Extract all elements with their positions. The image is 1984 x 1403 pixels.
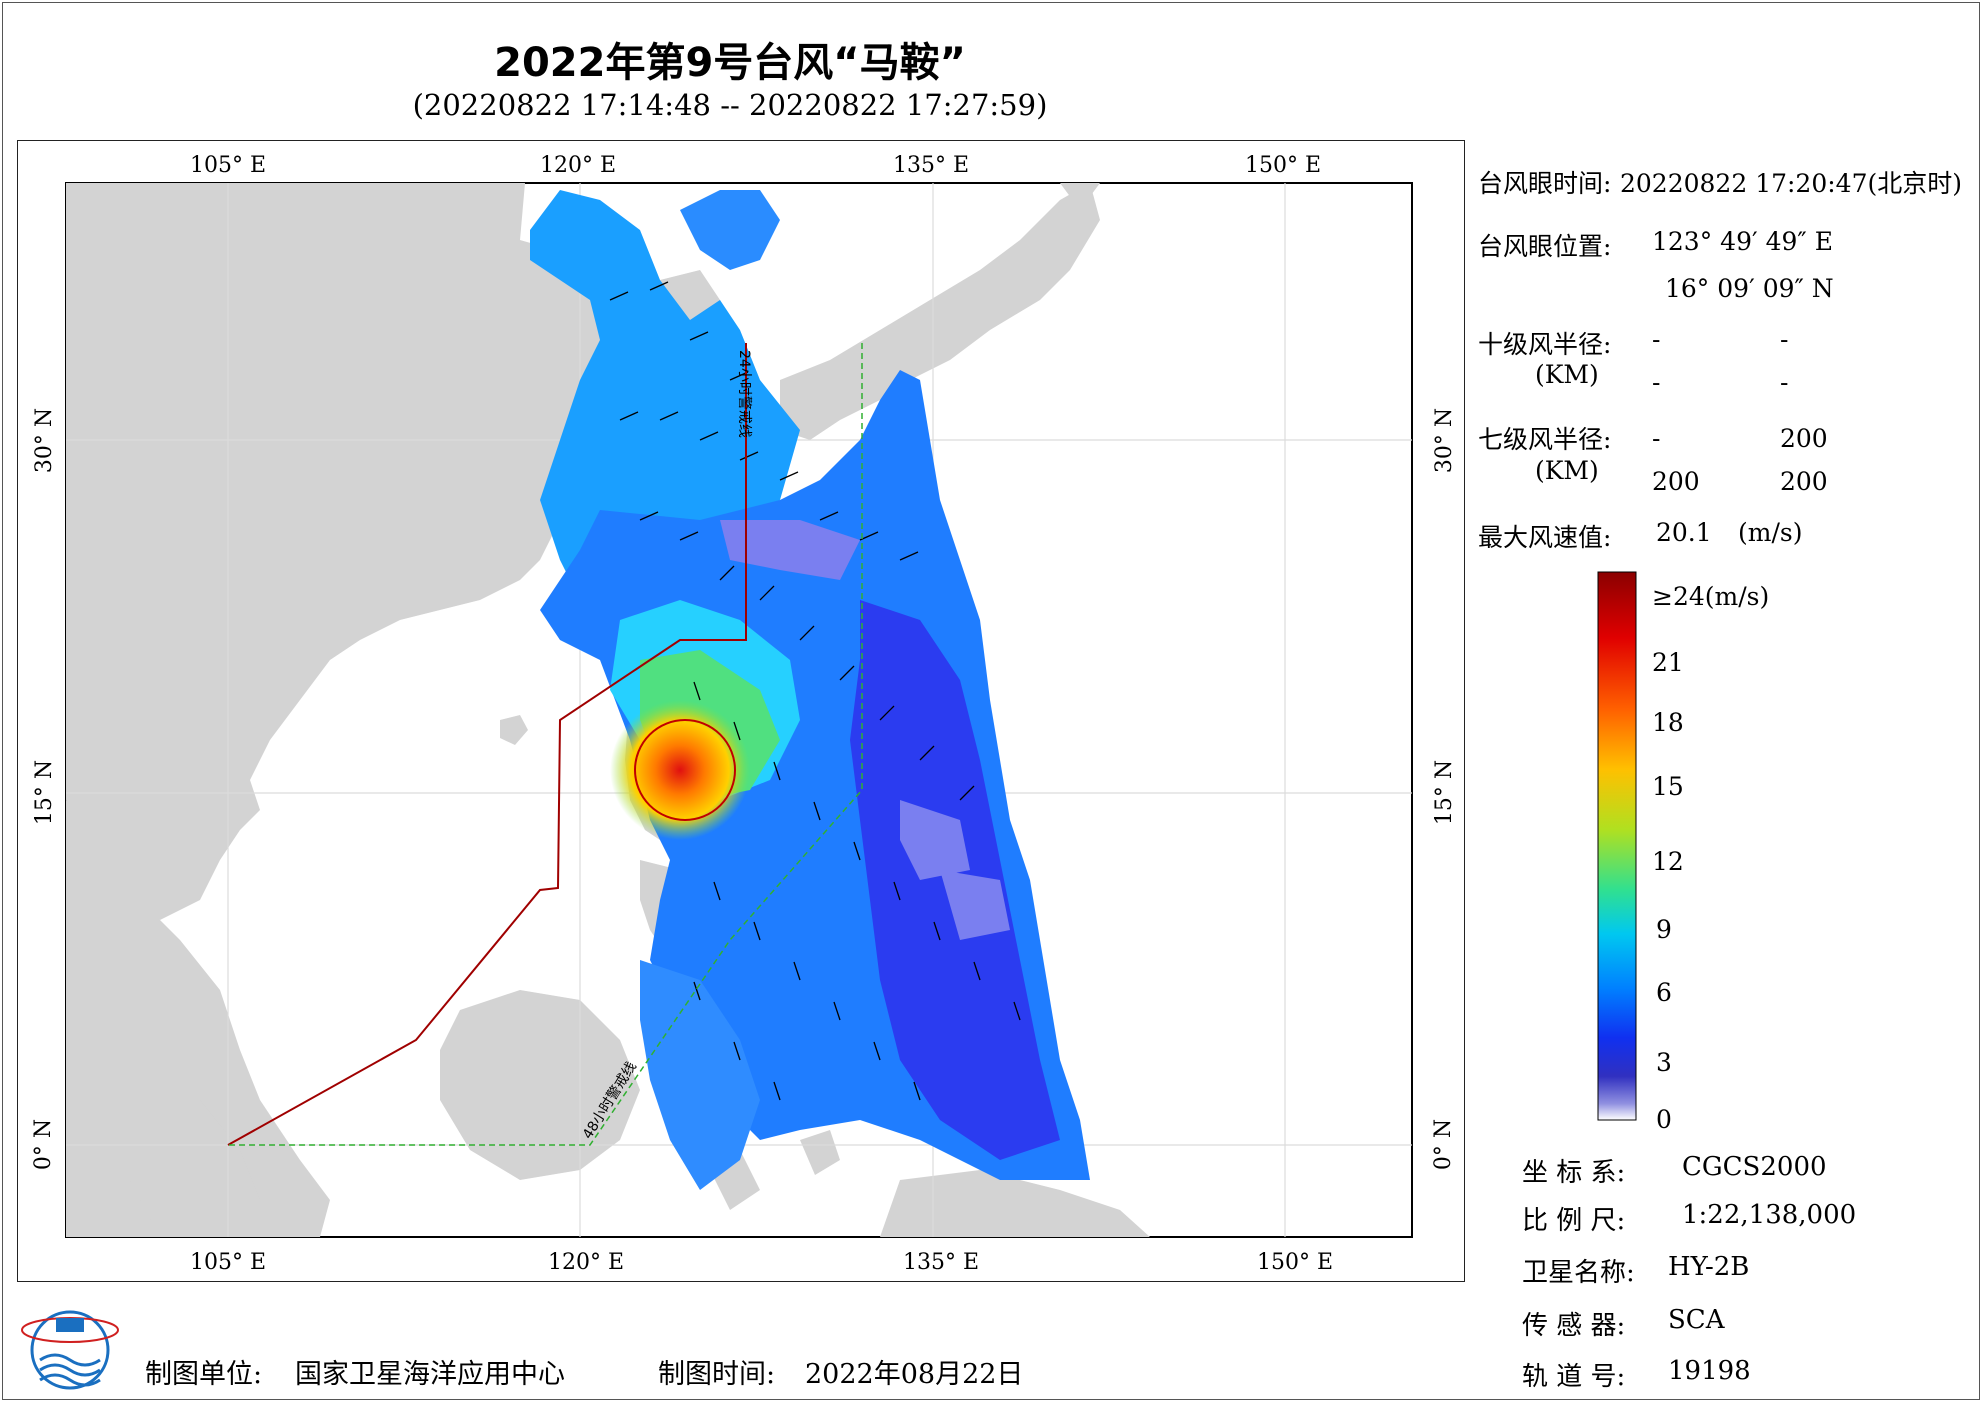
- land-halmahera: [800, 1130, 840, 1175]
- typhoon-core-wind: [610, 700, 750, 840]
- swath-lavender-patches: [720, 520, 1010, 940]
- nsoas-logo: [21, 1310, 119, 1390]
- lat-tick-right-30: 30° N: [1432, 407, 1458, 474]
- lon-tick-top-135: 135° E: [893, 153, 970, 178]
- lon-tick-top-120: 120° E: [540, 153, 617, 178]
- coord-system-value: CGCS2000: [1682, 1152, 1827, 1182]
- warning-label-24h: 24小时警戒线: [736, 350, 752, 438]
- lat-tick-left-15: 15° N: [32, 759, 58, 826]
- swath-south-strip: [640, 960, 760, 1190]
- date-value: 2022年08月22日: [805, 1359, 1024, 1390]
- warning-line-48h: [228, 343, 863, 1146]
- satellite-label: 卫星名称:: [1522, 1258, 1635, 1288]
- lon-tick-bottom-135: 135° E: [903, 1250, 980, 1275]
- land-sumatra: [110, 1050, 260, 1237]
- colorbar-label-3: 3: [1656, 1048, 1672, 1077]
- land-hainan: [500, 715, 528, 745]
- colorbar-label-6: 6: [1656, 978, 1672, 1007]
- max-wind-label: 最大风速值:: [1478, 523, 1612, 552]
- scale-label: 比 例 尺:: [1522, 1206, 1626, 1236]
- lat-tick-right-15: 15° N: [1432, 759, 1458, 826]
- colorbar-label-15: 15: [1652, 772, 1684, 801]
- eye-latitude: 16° 09′ 09″ N: [1665, 274, 1834, 303]
- wind-speed-swath: [530, 190, 1090, 1190]
- r7-value-nw: 200: [1780, 467, 1828, 496]
- map-title: 2022年第9号台风“马鞍”: [494, 40, 966, 86]
- r10-value-nw: -: [1780, 368, 1789, 397]
- swath-korea-blue: [680, 190, 780, 270]
- eye-time-label: 台风眼时间:: [1478, 169, 1612, 198]
- lat-tick-left-30: 30° N: [32, 407, 58, 474]
- date-label: 制图时间:: [658, 1359, 776, 1390]
- r10-value-se: -: [1780, 325, 1789, 354]
- r7-value-se: 200: [1780, 424, 1828, 453]
- colorbar-label-12: 12: [1652, 847, 1684, 876]
- r10-value-sw: -: [1652, 368, 1661, 397]
- eye-longitude: 123° 49′ 49″ E: [1652, 227, 1833, 256]
- eye-time-value: 20220822 17:20:47(北京时): [1620, 169, 1962, 198]
- r7-unit: (KM): [1535, 456, 1599, 485]
- sensor-value: SCA: [1668, 1305, 1725, 1335]
- lat-tick-right-0: 0° N: [1431, 1118, 1457, 1171]
- max-wind-value: 20.1: [1656, 518, 1712, 547]
- producer-label: 制图单位:: [145, 1359, 263, 1390]
- orbit-value: 19198: [1668, 1356, 1751, 1386]
- land-new-guinea: [880, 1170, 1150, 1237]
- typhoon-wind-radius-circle: [634, 719, 736, 821]
- lon-tick-top-150: 150° E: [1245, 153, 1322, 178]
- wind-barbs: [609, 281, 1021, 1101]
- lon-tick-bottom-120: 120° E: [548, 1250, 625, 1275]
- land-asia-mainland: [66, 183, 640, 920]
- warning-line-24h: [227, 343, 747, 1146]
- r7-value-sw: 200: [1652, 467, 1700, 496]
- scale-value: 1:22,138,000: [1682, 1200, 1857, 1230]
- r10-value-ne: -: [1652, 325, 1661, 354]
- max-wind-unit: (m/s): [1738, 518, 1803, 547]
- r7-label: 七级风半径:: [1478, 425, 1612, 454]
- map-subtitle: (20220822 17:14:48 -- 20220822 17:27:59): [412, 88, 1048, 122]
- land-borneo: [440, 990, 640, 1180]
- land-hokkaido: [1060, 183, 1100, 210]
- eye-position-label: 台风眼位置:: [1478, 232, 1612, 261]
- colorbar-label-21: 21: [1652, 648, 1684, 677]
- colorbar-label-0: 0: [1656, 1105, 1672, 1134]
- lat-tick-left-0: 0° N: [31, 1118, 57, 1171]
- sensor-label: 传 感 器:: [1522, 1311, 1626, 1341]
- producer-value: 国家卫星海洋应用中心: [295, 1359, 565, 1390]
- colorbar-label-24: ≥24(m/s): [1652, 582, 1770, 611]
- colorbar-label-9: 9: [1656, 915, 1672, 944]
- colorbar-label-18: 18: [1652, 708, 1684, 737]
- colorbar: [1597, 571, 1637, 1121]
- r7-value-ne: -: [1652, 424, 1661, 453]
- land-japan: [780, 183, 1100, 440]
- satellite-value: HY-2B: [1668, 1252, 1750, 1282]
- coord-system-label: 坐 标 系:: [1522, 1158, 1626, 1188]
- map-frame: [17, 140, 1465, 1282]
- lon-tick-bottom-105: 105° E: [190, 1250, 267, 1275]
- lon-tick-top-105: 105° E: [190, 153, 267, 178]
- r10-label: 十级风半径:: [1478, 330, 1612, 359]
- lon-tick-bottom-150: 150° E: [1257, 1250, 1334, 1275]
- r10-unit: (KM): [1535, 360, 1599, 389]
- orbit-label: 轨 道 号:: [1522, 1362, 1626, 1392]
